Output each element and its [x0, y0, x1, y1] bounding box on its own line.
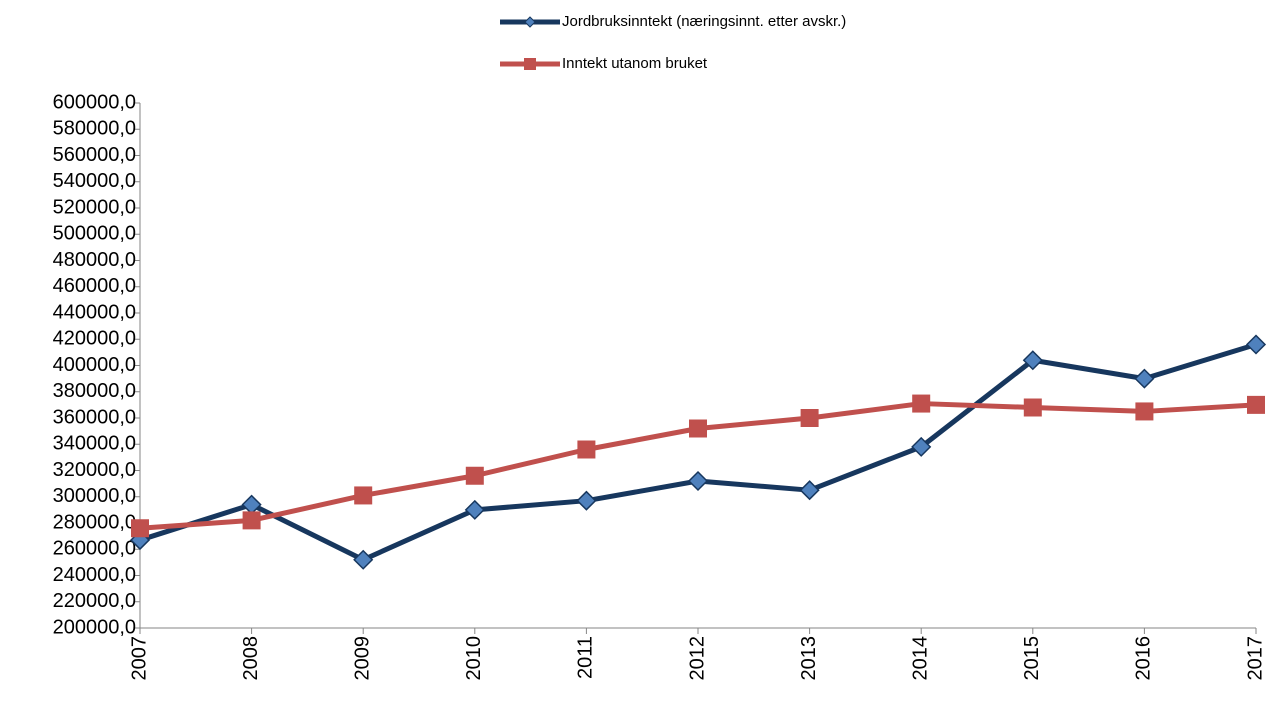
point — [912, 394, 931, 413]
y-tick-label: 420000,0 — [53, 328, 136, 350]
point — [131, 519, 149, 538]
legend-label: Jordbruksinntekt (næringsinnt. etter avs… — [562, 13, 846, 30]
x-tick-label: 2016 — [1133, 636, 1155, 681]
x-tick-label: 2008 — [240, 636, 262, 681]
point — [464, 499, 485, 520]
y-tick-label: 540000,0 — [53, 170, 136, 192]
y-tick-label: 280000,0 — [53, 511, 136, 533]
y-tick-label: 440000,0 — [53, 301, 136, 323]
point — [242, 511, 261, 530]
x-tick-label: 2014 — [909, 636, 931, 681]
y-tick-label: 400000,0 — [53, 354, 136, 376]
y-tick-label: 260000,0 — [53, 538, 136, 560]
point — [1245, 334, 1267, 355]
point — [1135, 402, 1154, 421]
point — [1134, 368, 1155, 389]
y-tick-label: 200000,0 — [53, 616, 136, 638]
point — [577, 440, 596, 459]
point — [354, 486, 373, 505]
x-tick-label: 2011 — [575, 636, 597, 679]
y-tick-label: 220000,0 — [53, 590, 136, 612]
y-tick-label: 600000,0 — [53, 91, 136, 113]
point — [576, 490, 597, 511]
y-tick-label: 560000,0 — [53, 144, 136, 166]
y-tick-label: 480000,0 — [53, 249, 136, 271]
y-tick-label: 300000,0 — [53, 485, 136, 507]
point — [1023, 398, 1042, 417]
point — [353, 549, 374, 570]
y-tick-label: 460000,0 — [53, 275, 136, 297]
x-tick-label: 2010 — [463, 636, 485, 681]
y-tick-label: 240000,0 — [53, 564, 136, 586]
point — [687, 470, 709, 492]
point — [911, 436, 932, 457]
legend-label: Inntekt utanom bruket — [562, 55, 708, 72]
y-tick-label: 580000,0 — [53, 118, 136, 140]
x-tick-label: 2017 — [1244, 636, 1266, 681]
y-tick-label: 340000,0 — [53, 433, 136, 455]
point — [241, 494, 262, 515]
point — [800, 409, 819, 427]
y-tick-label: 320000,0 — [53, 459, 136, 481]
legend-marker — [524, 16, 536, 28]
point — [689, 419, 707, 438]
series-line — [139, 342, 1257, 563]
x-tick-label: 2009 — [351, 636, 373, 681]
y-tick-label: 360000,0 — [53, 406, 136, 428]
x-tick-label: 2007 — [128, 636, 150, 681]
point — [799, 480, 820, 501]
legend-marker — [524, 58, 536, 70]
x-tick-label: 2012 — [686, 636, 708, 681]
y-tick-label: 520000,0 — [53, 196, 136, 218]
x-tick-label: 2013 — [798, 636, 820, 681]
y-tick-label: 500000,0 — [53, 223, 136, 245]
point — [1247, 395, 1265, 414]
y-tick-label: 380000,0 — [53, 380, 136, 402]
point — [465, 466, 484, 485]
point — [1022, 350, 1043, 371]
x-tick-label: 2015 — [1021, 636, 1043, 681]
